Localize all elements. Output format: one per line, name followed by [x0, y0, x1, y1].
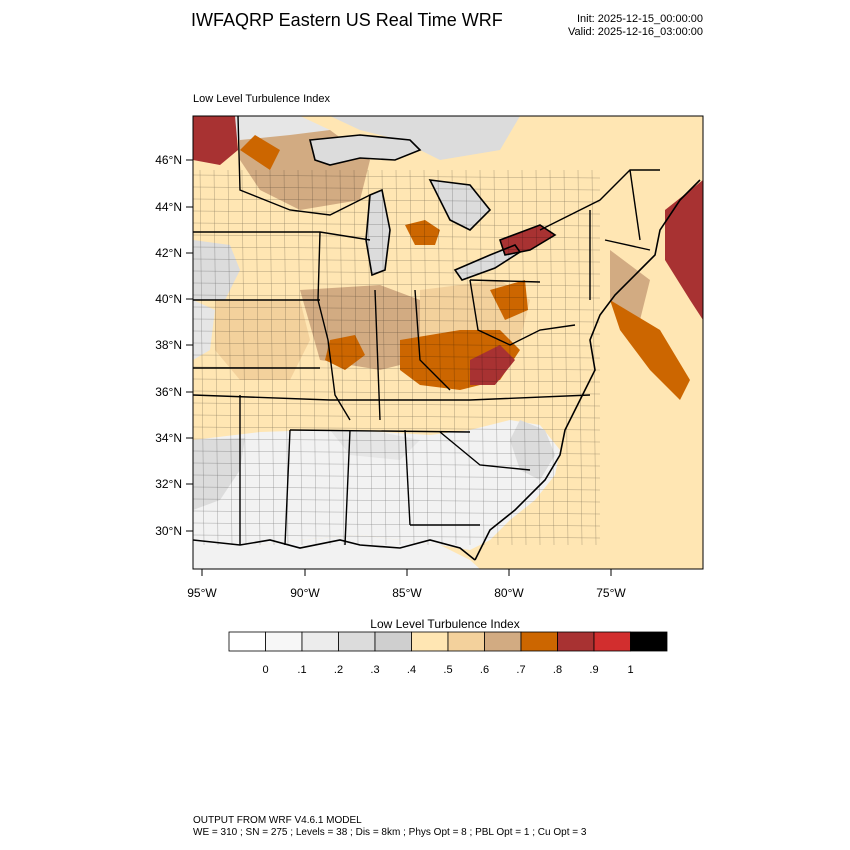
colorbar-label: 1 [627, 664, 633, 676]
lat-label: 34°N [155, 431, 182, 445]
carolina-grey [510, 420, 555, 480]
colorbar-swatch [447, 631, 485, 652]
south-grey-1 [193, 438, 245, 510]
coastline [193, 134, 701, 561]
county-grid [193, 169, 601, 546]
wv-red [470, 345, 515, 385]
south-low-region [193, 420, 560, 550]
colorbar-swatch [411, 631, 449, 652]
colorbar-swatch [265, 631, 303, 652]
lon-label: 85°W [392, 586, 422, 600]
map-subtitle: Low Level Turbulence Index [193, 93, 330, 105]
colorbar-swatch [301, 631, 339, 652]
colorbar-swatch [593, 631, 631, 652]
init-time: Init: 2025-12-15_00:00:00 [577, 13, 703, 25]
valid-time: Valid: 2025-12-16_03:00:00 [568, 26, 703, 38]
lon-label: 75°W [596, 586, 626, 600]
lon-label: 95°W [187, 586, 217, 600]
illinois-orange [325, 335, 365, 370]
colorbar-label: .4 [407, 664, 416, 676]
colorbar-swatch [338, 631, 376, 652]
colorbar-swatch [630, 631, 668, 652]
colorbar-swatch [520, 631, 558, 652]
colorbar-label: .6 [480, 664, 489, 676]
latitude-ticks: 46°N 44°N 42°N 40°N 38°N 36°N 34°N 32°N 30°N [155, 153, 193, 538]
colorbar-label: .1 [297, 664, 306, 676]
lat-label: 38°N [155, 338, 182, 352]
map-fields [193, 116, 703, 569]
footer-line-1: OUTPUT FROM WRF V4.6.1 MODEL [193, 815, 362, 826]
canada-grey-2 [330, 116, 520, 160]
colorbar-label: .8 [553, 664, 562, 676]
lon-label: 80°W [494, 586, 524, 600]
model-footer: OUTPUT FROM WRF V4.6.1 MODEL WE = 310 ; … [193, 815, 586, 839]
colorbar-label: 0 [262, 664, 268, 676]
gulf-of-mexico [193, 535, 480, 569]
state-boundaries [193, 116, 660, 546]
michigan-orange [405, 220, 440, 245]
map-frame [192, 115, 704, 570]
lat-label: 30°N [155, 524, 182, 538]
colorbar-swatch [557, 631, 595, 652]
minnesota-orange [240, 135, 280, 170]
colorbar-label: .2 [334, 664, 343, 676]
west-grey-1 [193, 240, 240, 300]
longitude-ticks: 95°W 90°W 85°W 80°W 75°W [187, 569, 626, 600]
lat-label: 44°N [155, 200, 182, 214]
lat-label: 46°N [155, 153, 182, 167]
colorbar-label: .3 [370, 664, 379, 676]
offshore-orange [610, 300, 690, 400]
lat-label: 36°N [155, 385, 182, 399]
colorbar-swatch [374, 631, 412, 652]
colorbar-label: .7 [516, 664, 525, 676]
lake-michigan [366, 190, 390, 275]
colorbar-label: .9 [589, 664, 598, 676]
run-times: Init: 2025-12-15_00:00:00 Valid: 2025-12… [555, 13, 703, 39]
lat-label: 32°N [155, 477, 182, 491]
colorbar-label: .5 [443, 664, 452, 676]
colorbar-title: Low Level Turbulence Index [370, 617, 520, 631]
lat-label: 40°N [155, 292, 182, 306]
northwest-red [193, 116, 238, 165]
west-grey-2 [193, 300, 215, 360]
colorbar: 0 .1 .2 .3 .4 .5 .6 .7 .8 .9 1 [228, 631, 668, 676]
coastal-tan [610, 250, 650, 320]
south-grey-2 [330, 430, 420, 460]
lon-label: 90°W [290, 586, 320, 600]
colorbar-swatch [228, 631, 266, 652]
lake-ontario-red [500, 225, 555, 255]
colorbar-swatch [484, 631, 522, 652]
lat-label: 42°N [155, 246, 182, 260]
ohio-orange [490, 280, 528, 320]
tan-band-1 [215, 300, 310, 380]
plot-title: IWFAQRP Eastern US Real Time WRF [191, 10, 503, 30]
footer-line-2: WE = 310 ; SN = 275 ; Levels = 38 ; Dis … [193, 827, 587, 838]
atlantic-red [665, 180, 703, 320]
lake-superior [310, 135, 420, 165]
